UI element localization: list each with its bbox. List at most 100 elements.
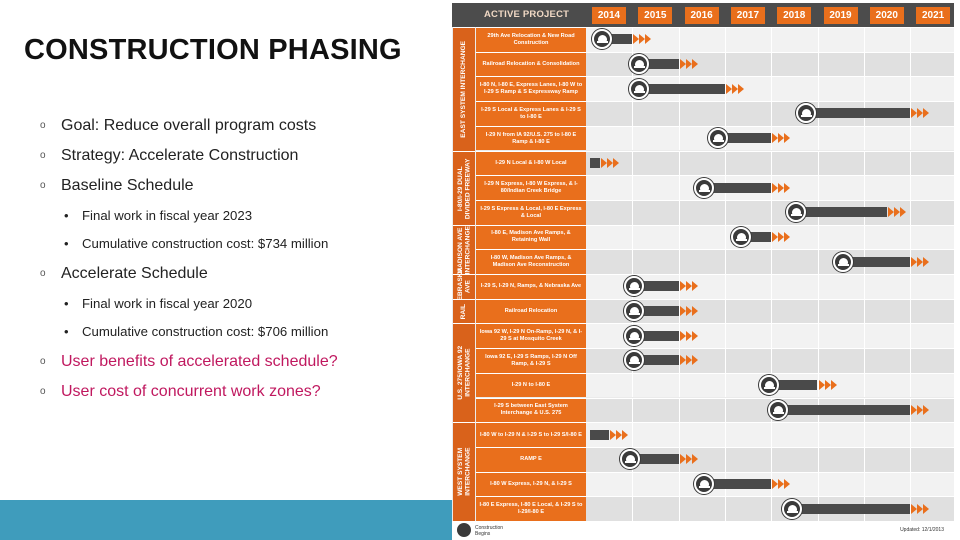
page-title: CONSTRUCTION PHASING — [24, 34, 402, 66]
timeline-track — [586, 422, 954, 447]
project-row: RAMP E — [476, 446, 954, 472]
sub-bullet-mark: • — [64, 208, 69, 223]
year-gridline — [724, 324, 726, 349]
year-gridline — [863, 423, 865, 447]
project-row: Railroad Relocation & Consolidation — [476, 51, 954, 77]
chevron-arrow-icon — [610, 429, 617, 440]
hard-hat-icon — [707, 128, 728, 149]
legend: Construction Begins Updated: 12/1/2013 — [452, 521, 954, 540]
chevron-arrow-icon — [725, 83, 732, 94]
hard-hat-icon — [628, 54, 649, 75]
year-gridline — [910, 423, 912, 447]
schedule-bar — [640, 59, 679, 70]
year-gridline — [771, 126, 773, 151]
year-header: 2021 — [916, 7, 951, 24]
year-gridline — [910, 324, 912, 349]
year-gridline — [632, 28, 634, 52]
year-gridline — [678, 423, 680, 447]
year-gridline — [817, 373, 819, 398]
project-label: I-29 S between East System Interchange &… — [476, 397, 586, 423]
project-label: I-80 N, I-80 E, Express Lanes, I-80 W to… — [476, 76, 586, 102]
year-gridline — [724, 102, 726, 126]
project-label: I-80 W Express, I-29 N, & I-29 S — [476, 471, 586, 497]
chevron-arrow-icon — [784, 133, 791, 144]
year-gridline — [632, 151, 634, 176]
year-gridline — [817, 250, 819, 274]
sub-bullet-baseline-cost: • Cumulative construction cost: $734 mill… — [40, 230, 440, 258]
year-gridline — [863, 299, 865, 324]
project-row: Iowa 92 E, I-29 S Ramps, I-29 N Off Ramp… — [476, 348, 954, 373]
schedule-bar — [705, 478, 772, 489]
legend-label: Construction Begins — [475, 525, 504, 537]
bullet-text: User benefits of accelerated schedule? — [61, 353, 338, 370]
schedule-bar — [631, 454, 679, 465]
schedule-bar — [798, 207, 887, 218]
project-row: Iowa 92 W, I-29 N On-Ramp, I-29 N, & I-2… — [476, 323, 954, 349]
year-gridline — [910, 77, 912, 102]
year-gridline — [632, 472, 634, 497]
section-label: I-80/I-29 DUAL DIVIDED FREEWAY — [453, 150, 475, 225]
schedule-bar — [705, 182, 772, 193]
year-gridline — [863, 151, 865, 176]
hard-hat-icon — [693, 177, 714, 198]
year-gridline — [724, 225, 726, 250]
project-row: I-29 S Express & Local, I-80 E Express &… — [476, 199, 954, 225]
year-header: 2019 — [823, 7, 858, 24]
year-gridline — [678, 250, 680, 274]
sub-bullet-mark: • — [64, 236, 69, 251]
year-header: 2016 — [684, 7, 719, 24]
chevron-arrow-icon — [606, 157, 613, 168]
schedule-bar — [603, 34, 633, 45]
chevron-arrow-icon — [691, 306, 698, 317]
year-gridline — [678, 102, 680, 126]
year-gridline — [632, 423, 634, 447]
year-gridline — [678, 324, 680, 349]
year-gridline — [863, 472, 865, 497]
chevron-arrow-icon — [679, 454, 686, 465]
chevron-arrow-icon — [685, 59, 692, 70]
chevron-arrow-icon — [622, 429, 629, 440]
chevron-arrow-icon — [784, 478, 791, 489]
year-gridline — [678, 200, 680, 225]
chevron-arrow-icon — [679, 59, 686, 70]
hard-hat-icon — [795, 103, 816, 124]
chevron-arrow-icon — [685, 306, 692, 317]
chevron-arrow-icon — [911, 108, 918, 119]
chevron-arrow-icon — [778, 133, 785, 144]
year-gridline — [910, 398, 912, 423]
timeline-track — [586, 101, 954, 126]
year-gridline — [771, 497, 773, 521]
year-header: 2015 — [638, 7, 673, 24]
year-gridline — [863, 324, 865, 349]
year-gridline — [910, 497, 912, 521]
year-gridline — [863, 52, 865, 77]
project-row: I-29 S, I-29 N, Ramps, & Nebraska Ave — [476, 274, 954, 299]
year-gridline — [724, 373, 726, 398]
project-label: I-29 N from IA 92/U.S. 275 to I-80 E Ram… — [476, 125, 586, 151]
project-row: I-29 S Local & Express Lanes & I-29 S to… — [476, 101, 954, 126]
schedule-bar — [590, 429, 610, 440]
footer-bar — [0, 500, 452, 540]
bullet-mark: o — [40, 356, 46, 367]
chevron-arrow-icon — [691, 59, 698, 70]
project-row: I-29 N Express, I-80 W Express, & I-80/I… — [476, 175, 954, 200]
bullet-text: Goal: Reduce overall program costs — [61, 117, 317, 134]
schedule-bar — [590, 157, 600, 168]
year-gridline — [771, 200, 773, 225]
schedule-bar — [640, 83, 725, 94]
project-label: I-80 E, Madison Ave Ramps, & Retaining W… — [476, 224, 586, 250]
hard-hat-icon — [786, 202, 807, 223]
updated-date: Updated: 12/1/2013 — [900, 527, 944, 533]
year-gridline — [910, 102, 912, 126]
chevron-arrow-icon — [911, 503, 918, 514]
chevron-arrow-icon — [679, 355, 686, 366]
schedule-bar — [793, 503, 911, 514]
year-gridline — [910, 151, 912, 176]
year-header: 2020 — [869, 7, 904, 24]
year-gridline — [678, 472, 680, 497]
year-gridline — [771, 447, 773, 472]
year-gridline — [817, 275, 819, 299]
year-gridline — [771, 472, 773, 497]
schedule-bar — [636, 281, 679, 292]
section-label-text: RAIL — [460, 303, 468, 320]
